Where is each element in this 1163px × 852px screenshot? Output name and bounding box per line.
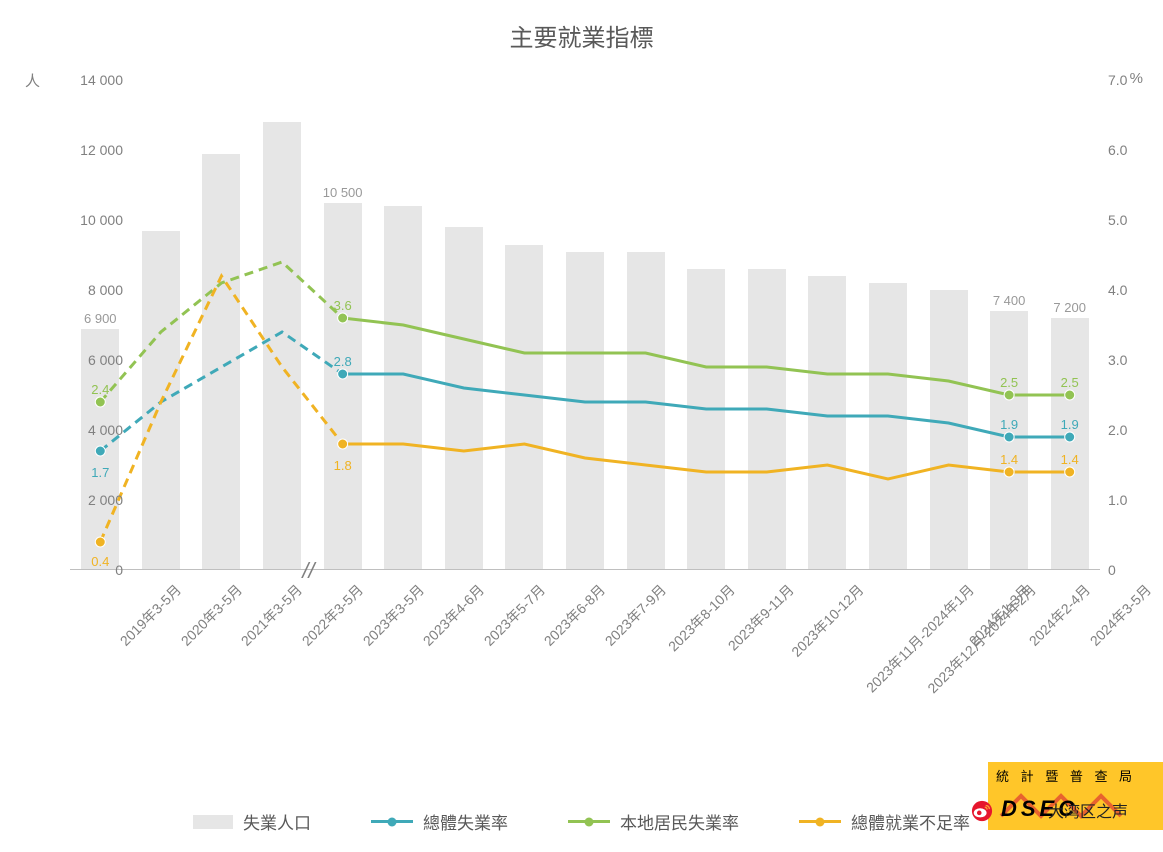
y-right-tick: 5.0 [1108,212,1127,228]
legend-label: 總體就業不足率 [851,809,970,834]
y-right-tick: 6.0 [1108,142,1127,158]
x-tick-label: 2023年3-5月 [358,580,428,650]
bar [263,122,301,570]
y-left-tick: 10 000 [63,212,123,228]
line-value-label: 1.4 [1000,452,1018,467]
y-right-tick: 4.0 [1108,282,1127,298]
line-value-label: 2.5 [1000,375,1018,390]
x-tick-label: 2024年3-5月 [1085,580,1155,650]
x-tick-label: 2023年7-9月 [600,580,670,650]
bar [990,311,1028,570]
legend-label: 總體失業率 [423,809,508,834]
legend-item: 失業人口 [193,809,311,834]
legend-label: 失業人口 [243,809,311,834]
bar-value-label: 7 400 [993,293,1026,308]
line-value-label: 1.4 [1061,452,1079,467]
line-value-label: 3.6 [334,298,352,313]
bar [384,206,422,570]
x-tick-label: 2020年3-5月 [176,580,246,650]
bar-value-label: 6 900 [84,311,117,326]
x-tick-label: 2023年5-7月 [479,580,549,650]
x-tick-label: 2023年4-6月 [418,580,488,650]
y-right-tick: 2.0 [1108,422,1127,438]
bar [869,283,907,570]
chart-title: 主要就業指標 [0,0,1163,53]
legend-item: 總體就業不足率 [799,809,970,834]
weibo-icon [971,800,993,822]
bar [505,245,543,571]
watermark-org-text: 統 計 暨 普 查 局 [996,766,1155,785]
x-tick-label: 2019年3-5月 [116,580,186,650]
bar [748,269,786,570]
y-right-tick: 0 [1108,562,1116,578]
bar [445,227,483,570]
x-tick-label: 2021年3-5月 [237,580,307,650]
line-value-label: 1.9 [1000,417,1018,432]
bar [808,276,846,570]
y-left-tick: 4 000 [63,422,123,438]
legend-line-swatch [371,820,413,823]
x-axis-baseline [70,569,1100,570]
bar [142,231,180,571]
legend-item: 總體失業率 [371,809,508,834]
x-tick-label: 2023年10-12月 [787,580,868,661]
x-tick-label: 2022年3-5月 [297,580,367,650]
y-left-tick: 2 000 [63,492,123,508]
bar-value-label: 10 500 [323,185,363,200]
y-right-tick: 1.0 [1108,492,1127,508]
y-axis-right-label: % [1130,70,1143,87]
bar [324,203,362,571]
axis-break-mark: // [302,558,314,584]
legend-label: 本地居民失業率 [620,809,739,834]
bar [566,252,604,571]
chart-plot-area [70,80,1100,570]
y-left-tick: 14 000 [63,72,123,88]
legend-bar-swatch [193,815,233,829]
line-value-label: 2.8 [334,354,352,369]
line-value-label: 1.9 [1061,417,1079,432]
x-tick-label: 2023年6-8月 [540,580,610,650]
bar [202,154,240,571]
line-value-label: 1.7 [91,465,109,480]
y-left-tick: 8 000 [63,282,123,298]
x-tick-label: 2023年11月-2024年1月 [862,580,979,697]
legend-line-swatch [799,820,841,823]
line-value-label: 0.4 [91,554,109,569]
y-right-tick: 7.0 [1108,72,1127,88]
line-value-label: 2.5 [1061,375,1079,390]
line-value-label: 1.8 [334,458,352,473]
y-right-tick: 3.0 [1108,352,1127,368]
y-axis-left-label: 人 [25,70,40,91]
y-left-tick: 6 000 [63,352,123,368]
bar [1051,318,1089,570]
y-left-tick: 12 000 [63,142,123,158]
watermark-overlay-text: 大湾区之声 [1048,798,1128,822]
bar [627,252,665,571]
bar [930,290,968,570]
bar [687,269,725,570]
line-value-label: 2.4 [91,382,109,397]
bar-value-label: 7 200 [1053,300,1086,315]
legend-item: 本地居民失業率 [568,809,739,834]
legend-line-swatch [568,820,610,823]
